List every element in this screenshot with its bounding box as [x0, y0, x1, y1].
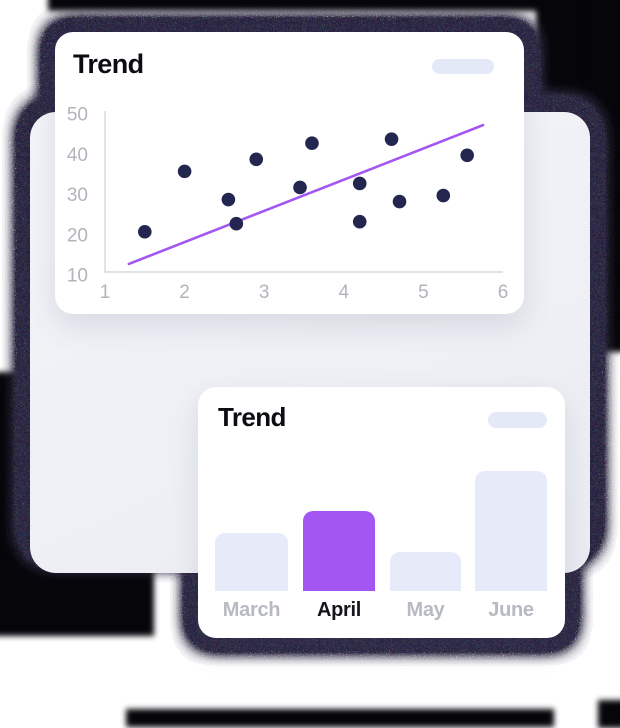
bar-label-april[interactable]: April	[316, 599, 362, 621]
bar-label-march[interactable]: March	[222, 599, 281, 621]
x-tick-label: 4	[339, 282, 350, 303]
bar-card-title: Trend	[218, 402, 286, 432]
bar-april[interactable]	[303, 511, 375, 591]
shadow-crush-top-strip	[48, 0, 548, 11]
scatter-point	[293, 180, 307, 195]
bar-trend-card: Trend March April May June	[198, 387, 565, 638]
scatter-card-title: Trend	[73, 49, 144, 79]
scatter-point	[177, 164, 192, 179]
scatter-point	[352, 214, 367, 229]
bar-label-may[interactable]: May	[406, 599, 445, 621]
bar-march[interactable]	[215, 533, 288, 591]
bar-may[interactable]	[390, 552, 461, 591]
scatter-point	[249, 152, 264, 167]
scatter-point	[138, 224, 152, 239]
skeleton-pill-badge	[488, 412, 547, 428]
scatter-trend-card: Trend 10 20 30 40 50 1 2 3 4 5 6	[55, 32, 524, 314]
skeleton-pill-badge	[432, 59, 494, 74]
y-tick-label: 30	[67, 185, 88, 206]
axis-lines	[104, 111, 503, 273]
bar-chart: March April May June	[198, 387, 565, 638]
x-tick-label: 6	[498, 282, 509, 303]
scatter-point	[384, 132, 399, 146]
scatter-point	[460, 148, 474, 163]
scatter-point	[221, 192, 236, 207]
scatter-point	[352, 176, 367, 191]
bar-label-june[interactable]: June	[488, 599, 534, 621]
trend-line	[127, 123, 485, 266]
scatter-point	[436, 188, 451, 203]
y-tick-label: 10	[67, 266, 88, 287]
scatter-point	[392, 194, 407, 209]
y-tick-label: 50	[67, 105, 88, 126]
x-tick-label: 2	[179, 282, 190, 303]
shadow-crush-left-strip	[0, 372, 28, 580]
scatter-point	[229, 216, 244, 231]
scatter-chart: 10 20 30 40 50 1 2 3 4 5 6	[67, 105, 509, 304]
x-tick-label: 5	[418, 282, 429, 303]
bar-june[interactable]	[475, 471, 547, 591]
y-tick-label: 20	[67, 225, 88, 246]
x-tick-label: 3	[259, 282, 270, 303]
x-tick-label: 1	[100, 282, 111, 303]
scatter-point	[305, 136, 319, 150]
y-tick-label: 40	[67, 145, 88, 166]
